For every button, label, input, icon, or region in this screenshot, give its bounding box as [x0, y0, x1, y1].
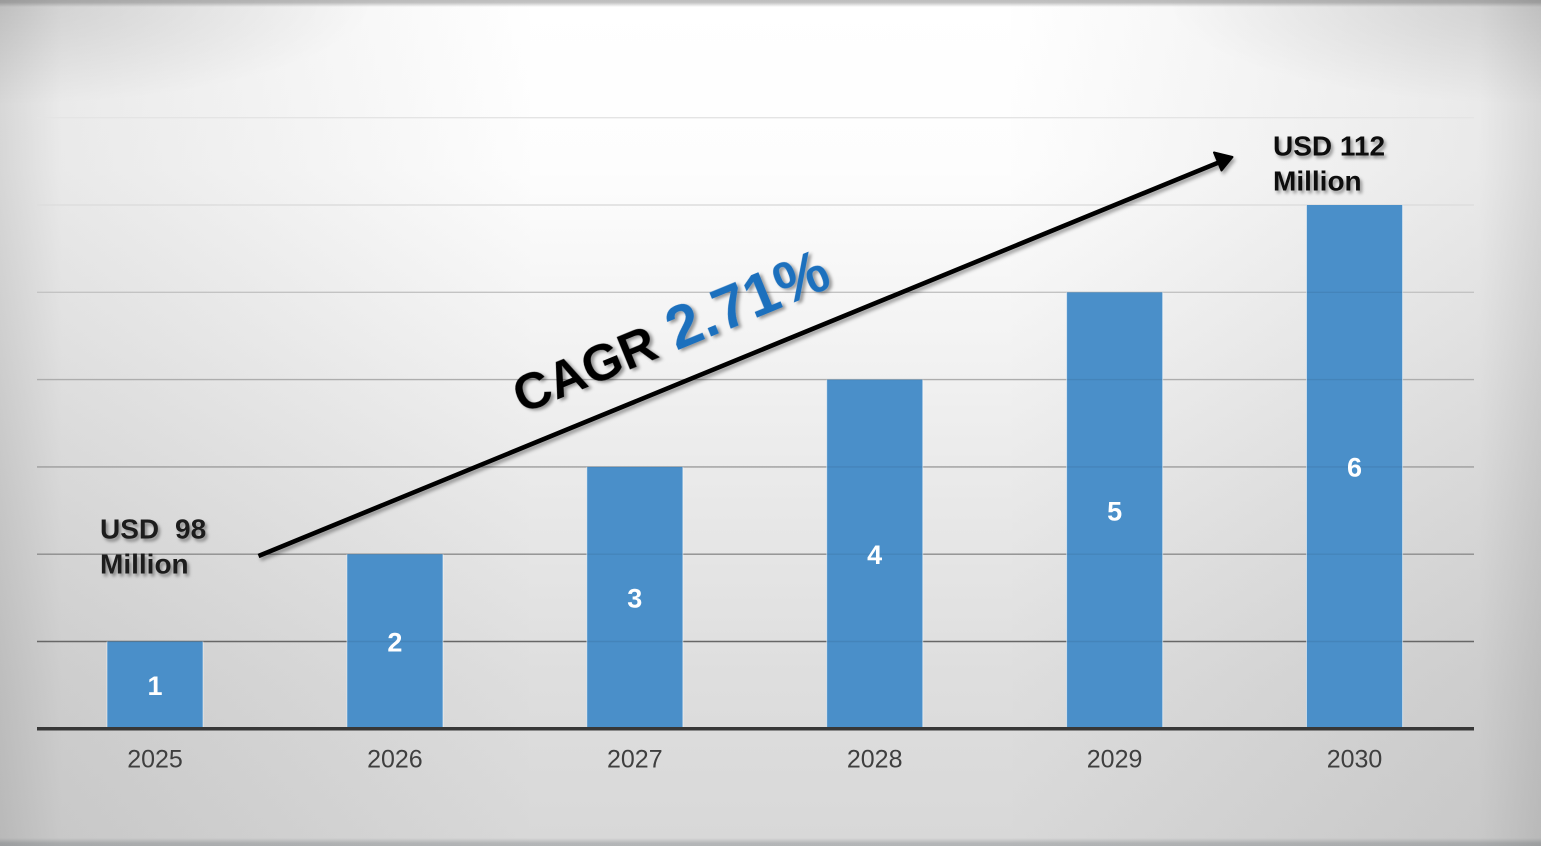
svg-text:2028: 2028 [847, 746, 903, 774]
svg-text:2027: 2027 [607, 746, 663, 774]
svg-text:Million: Million [1273, 166, 1362, 197]
svg-text:6: 6 [1347, 453, 1362, 483]
svg-text:Million: Million [100, 549, 189, 580]
svg-text:5: 5 [1107, 496, 1122, 526]
svg-text:2030: 2030 [1327, 746, 1383, 774]
svg-text:CAGR 2.71%: CAGR 2.71% [502, 236, 839, 426]
svg-text:2: 2 [387, 627, 402, 657]
svg-text:2026: 2026 [367, 746, 423, 774]
svg-text:1: 1 [147, 671, 162, 701]
svg-text:98: 98 [175, 514, 206, 545]
svg-text:3: 3 [627, 584, 642, 614]
svg-text:USD: USD [100, 514, 159, 545]
svg-text:2025: 2025 [127, 746, 183, 774]
svg-text:USD 112: USD 112 [1273, 131, 1385, 162]
svg-text:4: 4 [867, 540, 882, 570]
svg-text:2029: 2029 [1087, 746, 1143, 774]
